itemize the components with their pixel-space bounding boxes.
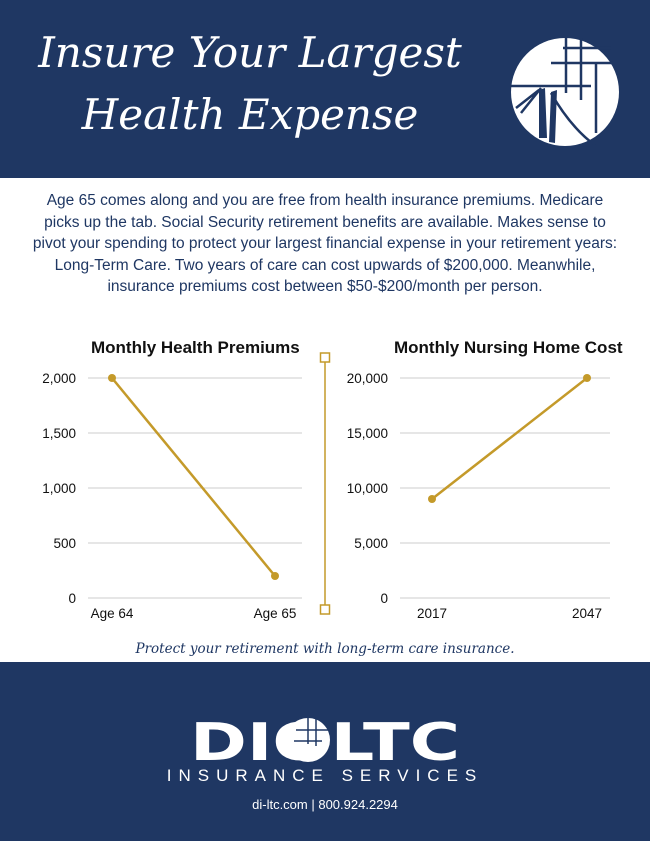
- page-title: Insure Your Largest Health Expense: [20, 22, 480, 146]
- bridge-logo-icon: [511, 38, 619, 146]
- title-line-1: Insure Your Largest: [38, 28, 462, 77]
- brand-logo: DIOLTC: [190, 716, 460, 762]
- divider-line: [319, 352, 331, 615]
- y-tick-label: 500: [53, 536, 76, 551]
- intro-paragraph: Age 65 comes along and you are free from…: [32, 192, 618, 295]
- y-tick-label: 15,000: [347, 426, 388, 441]
- series-line: [431, 377, 588, 500]
- chart-title-nursing: Monthly Nursing Home Cost: [394, 338, 623, 357]
- title-line-2: Health Expense: [81, 90, 419, 139]
- y-tick-label: 10,000: [347, 481, 388, 496]
- chart-health-premiums: 0 500 1,000 1,500 2,000 Age 64 Age 65: [42, 371, 302, 621]
- y-tick-label: 20,000: [347, 371, 388, 386]
- chart-title-premiums: Monthly Health Premiums: [91, 338, 300, 357]
- y-tick-label: 5,000: [354, 536, 388, 551]
- x-tick-label: 2017: [417, 606, 447, 621]
- contact-info: di-ltc.com | 800.924.2294: [252, 797, 398, 812]
- x-tick-label: Age 65: [254, 606, 297, 621]
- data-point: [271, 572, 279, 580]
- data-point: [428, 495, 436, 503]
- chart-nursing-home-cost: 0 5,000 10,000 15,000 20,000 2017 2047: [347, 371, 610, 621]
- data-point: [583, 374, 591, 382]
- y-tick-label: 1,000: [42, 481, 76, 496]
- x-tick-label: Age 64: [91, 606, 134, 621]
- y-tick-label: 2,000: [42, 371, 76, 386]
- x-tick-label: 2047: [572, 606, 602, 621]
- tagline: Protect your retirement with long-term c…: [135, 641, 515, 657]
- data-point: [108, 374, 116, 382]
- y-tick-label: 0: [380, 591, 388, 606]
- y-tick-label: 0: [68, 591, 76, 606]
- series-line: [111, 377, 276, 577]
- brand-subtitle: INSURANCE SERVICES: [166, 766, 484, 785]
- y-tick-label: 1,500: [42, 426, 76, 441]
